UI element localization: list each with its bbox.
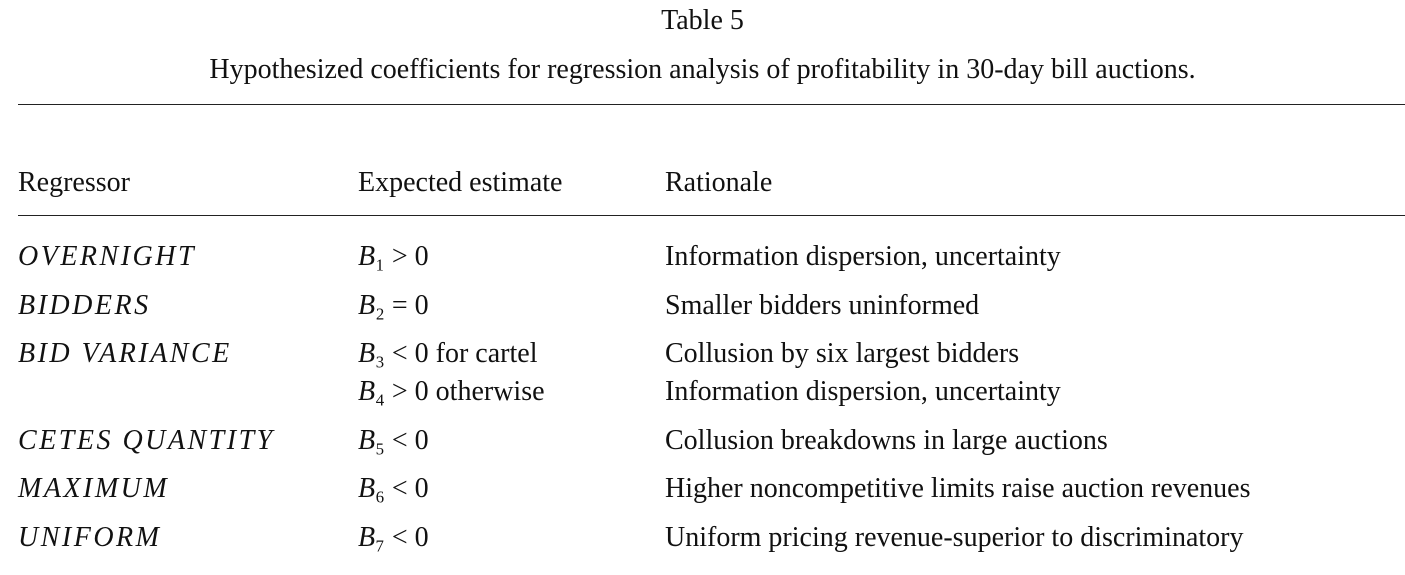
regressor: MAXIMUM (18, 473, 170, 504)
expected-estimate: B₆ < 0 (358, 473, 429, 504)
header-rule (18, 215, 1405, 216)
expected-estimate: B₄ > 0 otherwise (358, 376, 545, 407)
top-rule (18, 104, 1405, 105)
regressor: BID VARIANCE (18, 338, 232, 369)
rationale: Information dispersion, uncertainty (665, 376, 1061, 407)
rationale: Uniform pricing revenue-superior to disc… (665, 521, 1244, 553)
rationale: Information dispersion, uncertainty (665, 241, 1061, 272)
regressor: UNIFORM (18, 521, 162, 553)
column-header: Rationale (665, 167, 773, 198)
expected-estimate: B₇ < 0 (358, 521, 429, 553)
caption: Hypothesized coefficients for regression… (209, 54, 1196, 85)
column-header: Expected estimate (358, 167, 563, 198)
expected-estimate: B₅ < 0 (358, 424, 429, 456)
regressor: OVERNIGHT (18, 241, 197, 272)
regressor: CETES QUANTITY (18, 424, 275, 456)
table-number: Table 5 (661, 5, 744, 36)
rationale: Collusion breakdowns in large auctions (665, 424, 1108, 456)
regressor: BIDDERS (18, 289, 151, 321)
rationale: Smaller bidders uninformed (665, 289, 980, 321)
expected-estimate: B₁ > 0 (358, 241, 429, 272)
column-header: Regressor (18, 167, 130, 198)
rationale: Higher noncompetitive limits raise aucti… (665, 473, 1251, 504)
rationale: Collusion by six largest bidders (665, 338, 1020, 369)
expected-estimate: B₃ < 0 for cartel (358, 338, 538, 369)
expected-estimate: B₂ = 0 (358, 289, 429, 321)
